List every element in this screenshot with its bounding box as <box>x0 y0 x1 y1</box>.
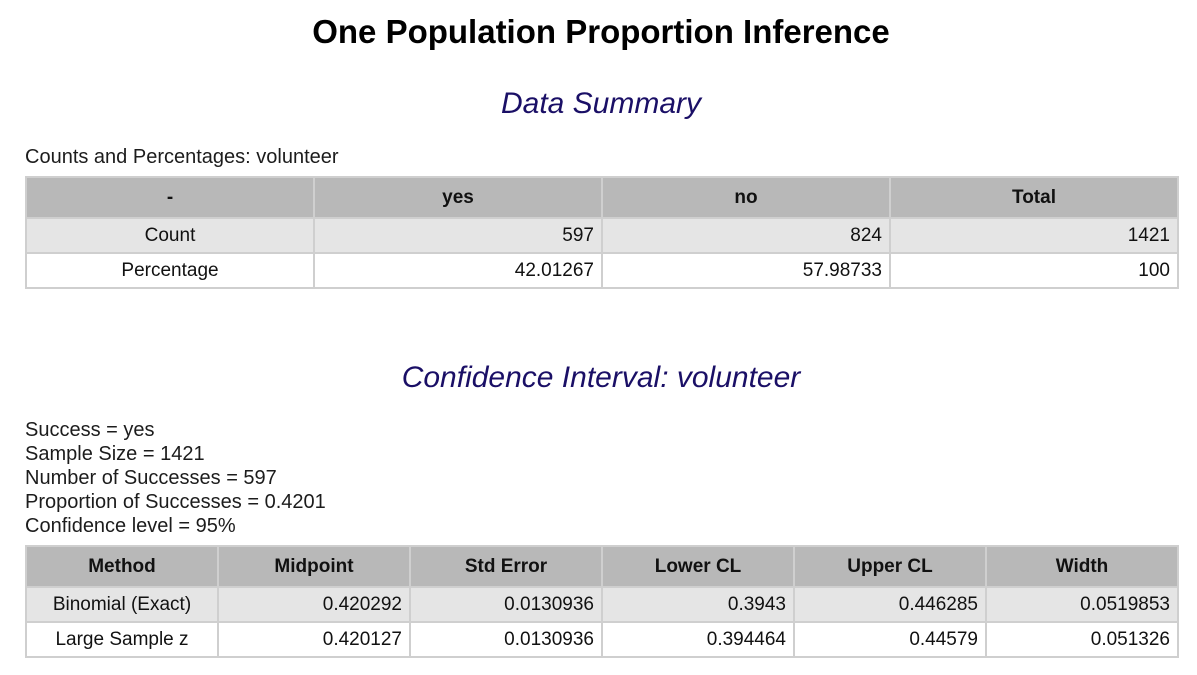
column-header: Method <box>25 545 219 588</box>
page-title: One Population Proportion Inference <box>312 13 890 50</box>
table-cell: 0.394464 <box>601 621 795 658</box>
table-cell: 0.446285 <box>793 586 987 623</box>
column-header: no <box>601 176 891 219</box>
counts-percentages-table: - yes no Total Count 597 824 1421 Percen… <box>25 176 1179 289</box>
table-cell: 0.051326 <box>985 621 1179 658</box>
table-row: Percentage 42.01267 57.98733 100 <box>25 252 1179 289</box>
table-cell: 0.44579 <box>793 621 987 658</box>
table-cell: 0.0130936 <box>409 621 603 658</box>
table-cell: 57.98733 <box>601 252 891 289</box>
counts-table-caption: Counts and Percentages: volunteer <box>25 146 339 168</box>
data-summary-heading: Data Summary <box>500 87 702 120</box>
confidence-interval-table: Method Midpoint Std Error Lower CL Upper… <box>25 545 1179 658</box>
table-row: Large Sample z 0.420127 0.0130936 0.3944… <box>25 621 1179 658</box>
row-label: Binomial (Exact) <box>25 586 219 623</box>
confidence-interval-heading: Confidence Interval: volunteer <box>401 361 801 394</box>
column-header: Lower CL <box>601 545 795 588</box>
column-header: Std Error <box>409 545 603 588</box>
table-cell: 0.420127 <box>217 621 411 658</box>
table-cell: 597 <box>313 217 603 254</box>
row-label: Large Sample z <box>25 621 219 658</box>
row-label: Count <box>25 217 315 254</box>
ci-info-block: Success = yes Sample Size = 1421 Number … <box>25 418 326 538</box>
column-header: Total <box>889 176 1179 219</box>
table-row: Count 597 824 1421 <box>25 217 1179 254</box>
table-header-row: Method Midpoint Std Error Lower CL Upper… <box>25 545 1179 588</box>
column-header: Upper CL <box>793 545 987 588</box>
table-cell: 42.01267 <box>313 252 603 289</box>
table-cell: 1421 <box>889 217 1179 254</box>
table-cell: 0.420292 <box>217 586 411 623</box>
info-line-confidence-level: Confidence level = 95% <box>25 515 236 537</box>
info-line-proportion: Proportion of Successes = 0.4201 <box>25 491 326 513</box>
table-cell: 0.0519853 <box>985 586 1179 623</box>
table-row: Binomial (Exact) 0.420292 0.0130936 0.39… <box>25 586 1179 623</box>
table-cell: 824 <box>601 217 891 254</box>
column-header: Width <box>985 545 1179 588</box>
table-header-row: - yes no Total <box>25 176 1179 219</box>
column-header: Midpoint <box>217 545 411 588</box>
info-line-number-of-successes: Number of Successes = 597 <box>25 467 277 489</box>
table-cell: 100 <box>889 252 1179 289</box>
column-header: yes <box>313 176 603 219</box>
info-line-sample-size: Sample Size = 1421 <box>25 443 205 465</box>
table-cell: 0.0130936 <box>409 586 603 623</box>
column-header: - <box>25 176 315 219</box>
table-cell: 0.3943 <box>601 586 795 623</box>
info-line-success: Success = yes <box>25 419 155 441</box>
row-label: Percentage <box>25 252 315 289</box>
